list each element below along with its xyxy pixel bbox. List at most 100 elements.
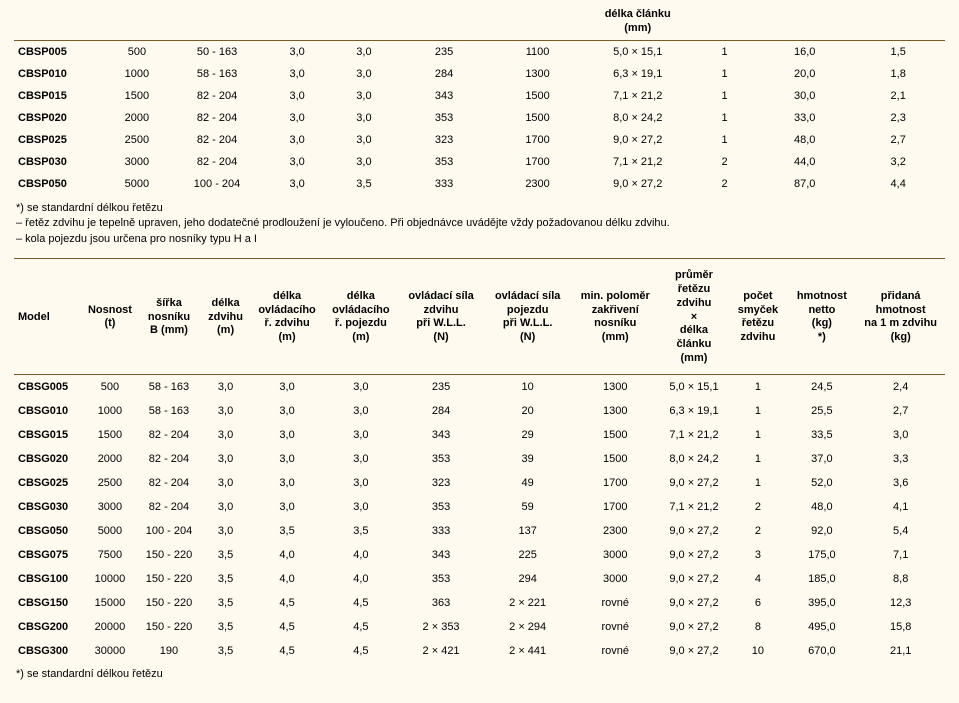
- cell: 5,0 × 15,1: [660, 374, 729, 399]
- cell: 25,5: [787, 399, 856, 423]
- table-row: CBSP00550050 - 1633,03,023511005,0 × 15,…: [14, 40, 945, 63]
- cell: 82 - 204: [137, 495, 201, 519]
- cell: 59: [484, 495, 571, 519]
- column-header: ovládací síla pojezdu při W.L.L. (N): [484, 265, 571, 374]
- cell: 4,0: [324, 567, 398, 591]
- table-row: CBSG0505000100 - 2043,03,53,533313723009…: [14, 519, 945, 543]
- cell: 15000: [83, 591, 137, 615]
- cell: 7500: [83, 543, 137, 567]
- table-row: CBSG030300082 - 2043,03,03,03535917007,1…: [14, 495, 945, 519]
- table-row: CBSG0757500150 - 2203,54,04,034322530009…: [14, 543, 945, 567]
- cell: 3,3: [856, 447, 945, 471]
- cell: 2: [728, 495, 787, 519]
- cell: 82 - 204: [170, 107, 263, 129]
- cell: 3,0: [331, 151, 398, 173]
- cell: 52,0: [787, 471, 856, 495]
- cell: 2 × 353: [398, 615, 485, 639]
- cell: 3,0: [264, 85, 331, 107]
- cell: CBSG010: [14, 399, 83, 423]
- table-row: CBSG10010000150 - 2203,54,04,03532943000…: [14, 567, 945, 591]
- table-row: CBSP025250082 - 2043,03,032317009,0 × 27…: [14, 129, 945, 151]
- cell: 3,5: [201, 591, 250, 615]
- cell: 353: [397, 151, 490, 173]
- cell: CBSP025: [14, 129, 104, 151]
- cell: 1: [728, 374, 787, 399]
- cell: 3,0: [250, 374, 324, 399]
- cell: 20000: [83, 615, 137, 639]
- cell: 30,0: [758, 85, 851, 107]
- cell: 2 × 294: [484, 615, 571, 639]
- table-row: CBSP015150082 - 2043,03,034315007,1 × 21…: [14, 85, 945, 107]
- cell: 3,0: [324, 471, 398, 495]
- cell: 3,0: [201, 495, 250, 519]
- cell: 33,0: [758, 107, 851, 129]
- cell: 3,0: [331, 107, 398, 129]
- cell: 3,2: [851, 151, 945, 173]
- bottom-table: ModelNosnost (t)šířka nosníku B (mm)délk…: [14, 265, 945, 662]
- cell: 7,1 × 21,2: [660, 423, 729, 447]
- cell: CBSP015: [14, 85, 104, 107]
- cell: 225: [484, 543, 571, 567]
- cell: 50 - 163: [170, 40, 263, 63]
- cell: 1: [728, 471, 787, 495]
- cell: 1300: [491, 63, 584, 85]
- cell: CBSP030: [14, 151, 104, 173]
- cell: 3,5: [250, 519, 324, 543]
- cell: 4,4: [851, 173, 945, 195]
- cell: 48,0: [758, 129, 851, 151]
- cell: 137: [484, 519, 571, 543]
- cell: 92,0: [787, 519, 856, 543]
- cell: 3,0: [250, 447, 324, 471]
- cell: 3,0: [331, 129, 398, 151]
- cell: 4,5: [324, 591, 398, 615]
- cell: 3,0: [264, 63, 331, 85]
- cell: 1500: [83, 423, 137, 447]
- cell: 1300: [571, 399, 660, 423]
- cell: 82 - 204: [170, 129, 263, 151]
- cell: 294: [484, 567, 571, 591]
- cell: 284: [397, 63, 490, 85]
- table-row: CBSG010100058 - 1633,03,03,02842013006,3…: [14, 399, 945, 423]
- cell: 495,0: [787, 615, 856, 639]
- table-row: CBSG15015000150 - 2203,54,54,53632 × 221…: [14, 591, 945, 615]
- column-header: hmotnost netto (kg) *): [787, 265, 856, 374]
- cell: CBSG200: [14, 615, 83, 639]
- cell: 2: [728, 519, 787, 543]
- cell: 323: [397, 129, 490, 151]
- cell: 1700: [491, 151, 584, 173]
- cell: 39: [484, 447, 571, 471]
- cell: 3,0: [324, 423, 398, 447]
- cell: 49: [484, 471, 571, 495]
- cell: 3,0: [324, 399, 398, 423]
- cell: 15,8: [856, 615, 945, 639]
- cell: 6,3 × 19,1: [660, 399, 729, 423]
- cell: 3,5: [201, 639, 250, 663]
- cell: 4,0: [250, 543, 324, 567]
- column-header: šířka nosníku B (mm): [137, 265, 201, 374]
- cell: 3,0: [324, 495, 398, 519]
- cell: 3,0: [201, 519, 250, 543]
- cell: 10: [728, 639, 787, 663]
- cell: 150 - 220: [137, 615, 201, 639]
- cell: 395,0: [787, 591, 856, 615]
- cell: 9,0 × 27,2: [660, 591, 729, 615]
- cell: 58 - 163: [137, 399, 201, 423]
- cell: 6: [728, 591, 787, 615]
- cell: 2,7: [851, 129, 945, 151]
- cell: 5000: [104, 173, 171, 195]
- cell: CBSG025: [14, 471, 83, 495]
- cell: 2,1: [851, 85, 945, 107]
- cell: 2500: [83, 471, 137, 495]
- cell: 3,0: [331, 63, 398, 85]
- cell: 1100: [491, 40, 584, 63]
- cell: 20: [484, 399, 571, 423]
- cell: 2300: [571, 519, 660, 543]
- cell: 12,3: [856, 591, 945, 615]
- cell: 1000: [83, 399, 137, 423]
- cell: 323: [398, 471, 485, 495]
- cell: 1700: [491, 129, 584, 151]
- cell: 3,0: [250, 423, 324, 447]
- cell: 8,0 × 24,2: [584, 107, 691, 129]
- cell: 1500: [104, 85, 171, 107]
- cell: CBSG150: [14, 591, 83, 615]
